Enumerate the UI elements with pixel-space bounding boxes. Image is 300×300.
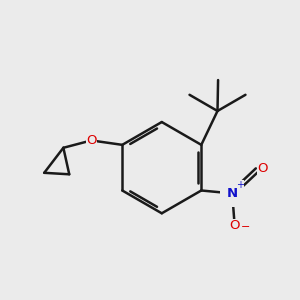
Text: O: O <box>229 219 240 232</box>
Text: −: − <box>241 222 250 232</box>
Text: O: O <box>86 134 97 147</box>
Text: +: + <box>236 180 244 190</box>
Text: N: N <box>227 187 238 200</box>
Text: O: O <box>257 162 268 175</box>
